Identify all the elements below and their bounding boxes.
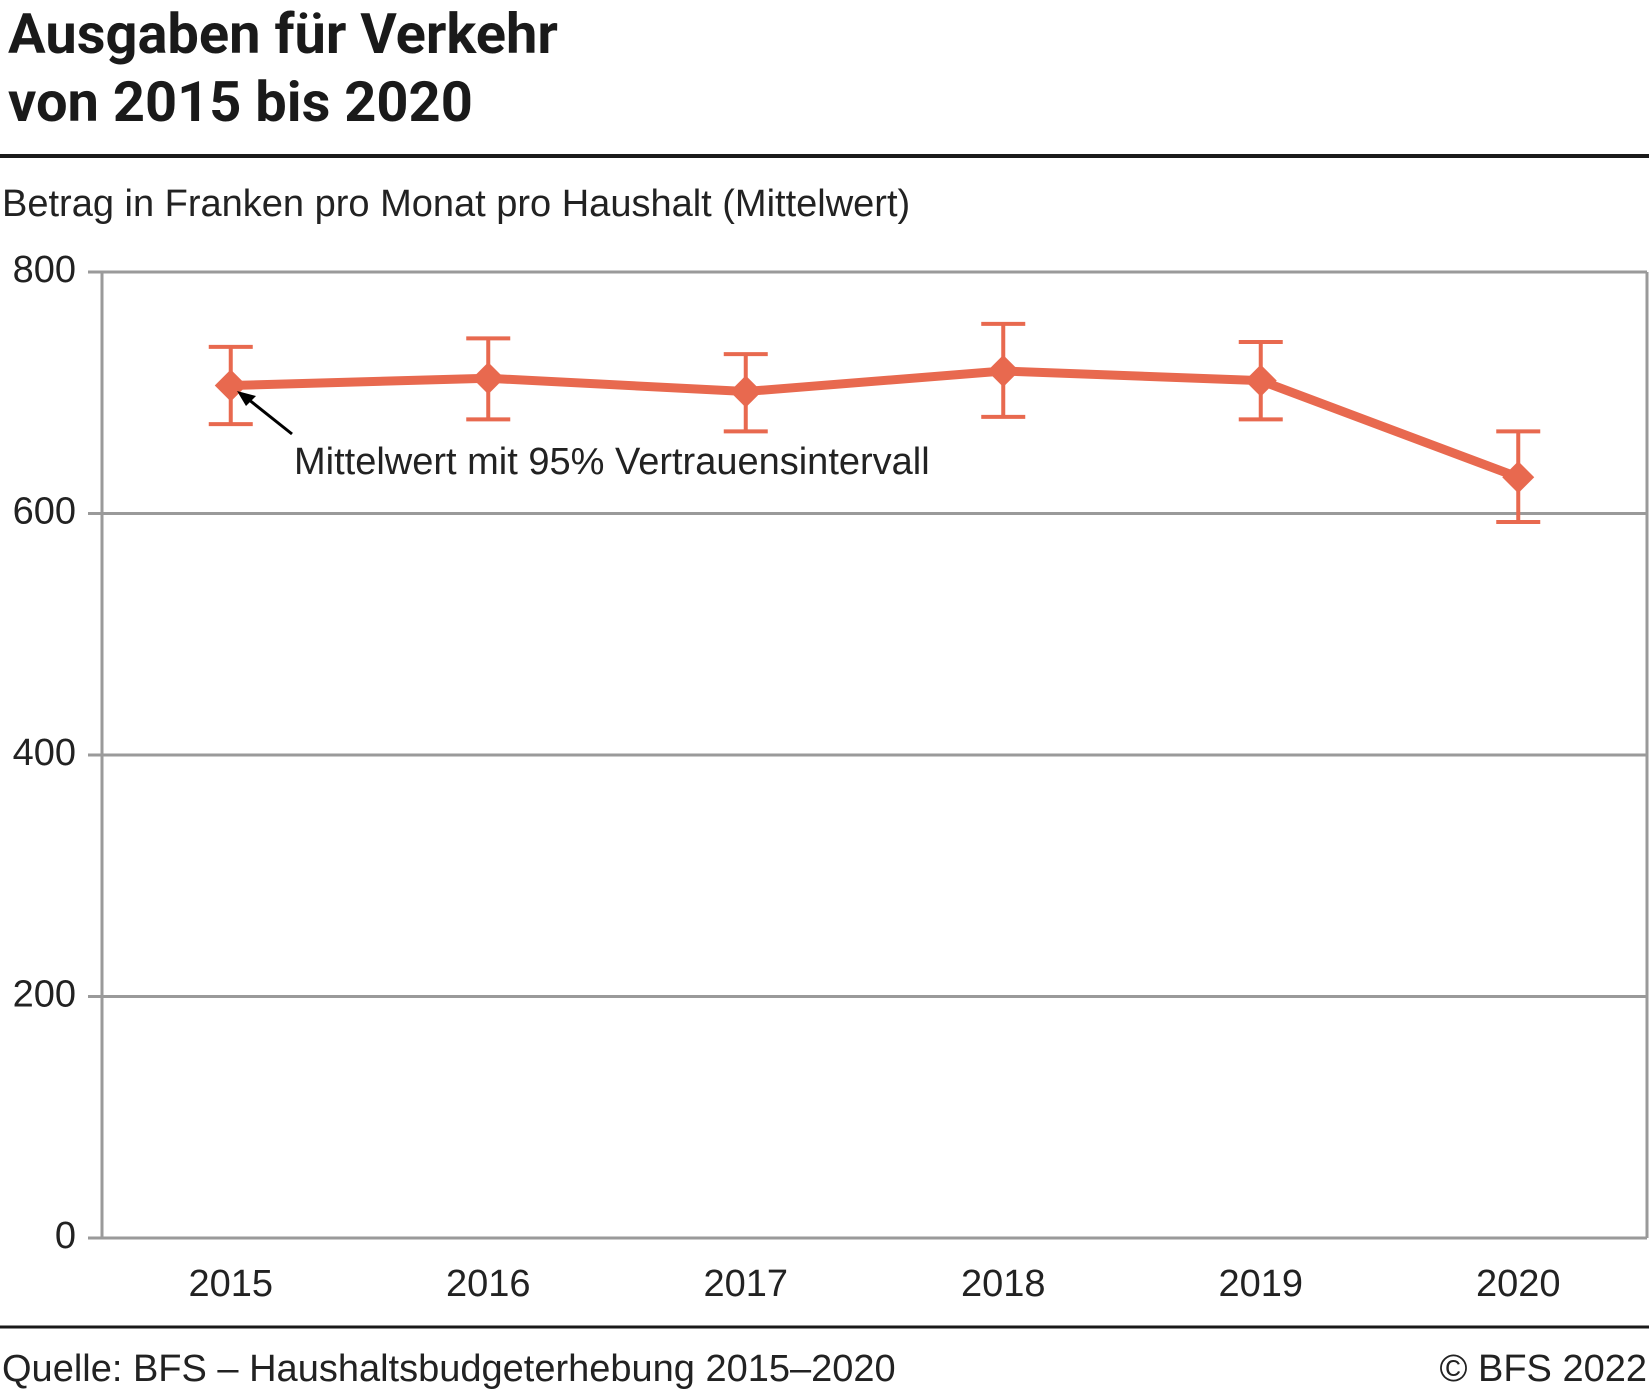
- copyright: © BFS 2022: [1439, 1348, 1647, 1390]
- annotation: Mittelwert mit 95% Vertrauensintervall: [294, 441, 930, 483]
- marker: [1502, 461, 1535, 494]
- y-tick-label: 200: [13, 974, 76, 1016]
- x-tick-label: 2016: [446, 1263, 531, 1305]
- marker: [472, 362, 505, 395]
- y-tick-label: 600: [13, 491, 76, 533]
- chart-title: Ausgaben für Verkehr von 2015 bis 2020: [8, 1, 558, 135]
- line: [230, 366, 1520, 482]
- x-tick-label: 2017: [703, 1263, 788, 1305]
- y-tick-label: 400: [13, 732, 76, 774]
- y-tick-label: 0: [55, 1215, 76, 1257]
- x-tick-label: 2020: [1476, 1263, 1561, 1305]
- x-tick-label: 2018: [961, 1263, 1046, 1305]
- annotation-arrowhead: [237, 391, 256, 406]
- subtitle: Betrag in Franken pro Monat pro Haushalt…: [2, 183, 910, 225]
- y-tick-label: 800: [13, 249, 76, 291]
- marker: [1244, 364, 1277, 397]
- source: Quelle: BFS – Haushaltsbudgeterhebung 20…: [2, 1348, 896, 1390]
- x-tick-label: 2019: [1218, 1263, 1303, 1305]
- marker: [987, 355, 1020, 388]
- x-tick-label: 2015: [188, 1263, 273, 1305]
- annotation-arrow: [247, 397, 293, 436]
- marker: [729, 375, 762, 408]
